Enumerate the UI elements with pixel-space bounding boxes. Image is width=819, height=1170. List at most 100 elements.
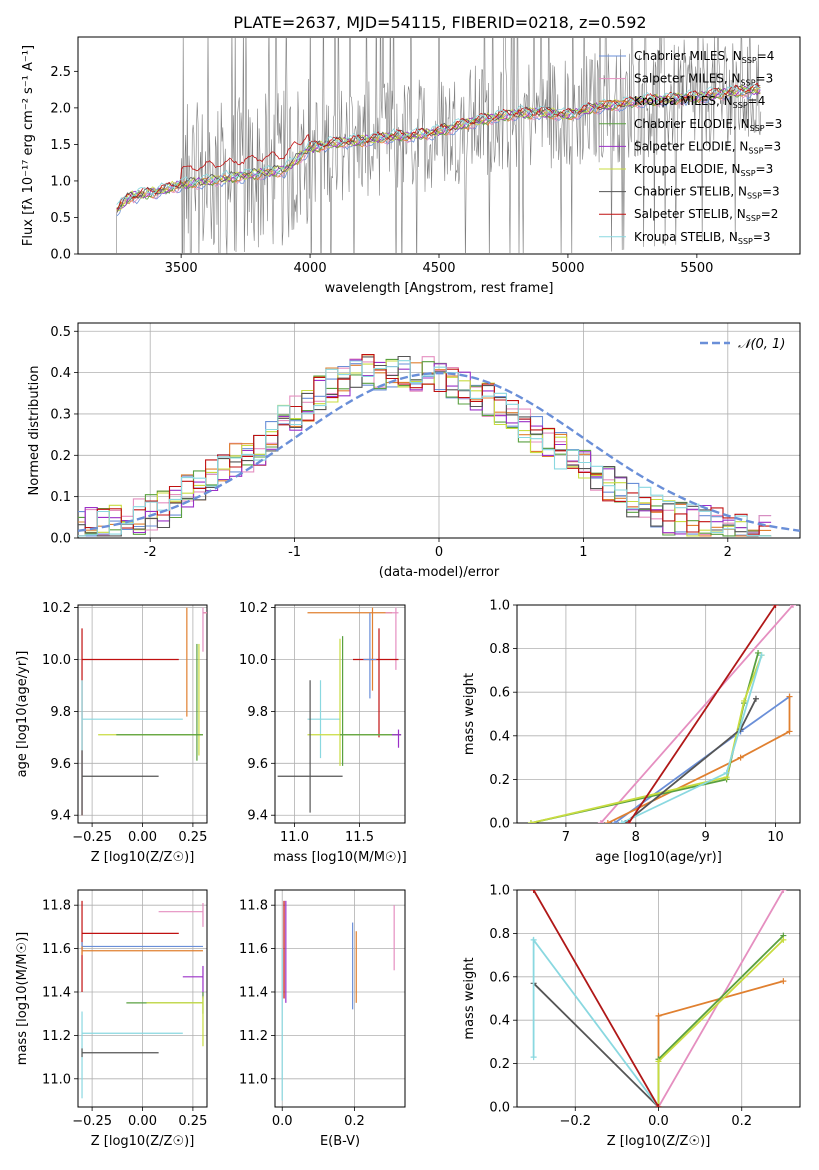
- y-tick-label: 0.0: [489, 1101, 510, 1116]
- x-tick-label: −0.2: [559, 1114, 591, 1129]
- legend-entry: Salpeter ELODIE, NSSP=3: [634, 139, 781, 155]
- cumulative-marker: [530, 936, 537, 943]
- cumulative-marker: [625, 820, 632, 823]
- y-tick-label: 0.4: [50, 366, 71, 381]
- data-point: [81, 946, 203, 956]
- figure-title: PLATE=2637, MJD=54115, FIBERID=0218, z=0…: [233, 13, 646, 32]
- y-tick-label: 0.0: [50, 248, 71, 263]
- x-axis-label: wavelength [Angstrom, rest frame]: [325, 281, 554, 296]
- x-tick-label: −0.25: [72, 1114, 112, 1129]
- data-point: [158, 903, 204, 927]
- x-tick-label: -1: [288, 545, 301, 560]
- y-tick-label: 1.0: [489, 599, 510, 614]
- y-tick-label: 0.2: [489, 773, 510, 788]
- spectrum-model-line: [116, 84, 761, 212]
- y-tick-label: 11.0: [239, 1072, 268, 1087]
- y-axis-label: Flux [fλ 10⁻¹⁷ erg cm⁻² s⁻¹ A⁻¹]: [21, 45, 36, 246]
- axes-frame: [274, 889, 406, 1108]
- y-tick-label: 0.2: [50, 449, 71, 464]
- axes-spectrum: 3500 4000 4500 5000 5500 0.0 0.5 1.0 1.5 2.0 2.5 wa…: [21, 36, 801, 296]
- y-tick-label: 11.8: [239, 899, 268, 914]
- axes-frame: [77, 36, 801, 255]
- y-tick-label: 10.0: [239, 653, 268, 668]
- cumulative-marker: [530, 890, 537, 893]
- data-point: [307, 607, 392, 691]
- spectrum-model-line: [116, 82, 761, 210]
- x-axis-label: (data-model)/error: [379, 565, 500, 580]
- spectrum-data-line: [116, 37, 762, 254]
- y-tick-label: 9.6: [247, 757, 268, 772]
- cumulative-marker: [530, 1054, 537, 1061]
- cumulative-marker: [752, 695, 759, 702]
- x-tick-label: 10: [767, 830, 784, 845]
- x-tick-label: 5500: [680, 261, 713, 276]
- x-tick-label: -2: [144, 545, 157, 560]
- legend-entry: Kroupa ELODIE, NSSP=3: [634, 162, 773, 178]
- x-axis-label: age [log10(age/yr)]: [595, 850, 722, 865]
- x-tick-label: 4500: [422, 261, 455, 276]
- data-point: [340, 636, 402, 766]
- data-point: [307, 680, 340, 759]
- cumulative-marker: [780, 890, 787, 893]
- x-tick-label: 5000: [551, 261, 584, 276]
- legend-entry: Chabrier ELODIE, NSSP=3: [634, 117, 782, 133]
- legend-entry: Chabrier STELIB, NSSP=3: [634, 185, 780, 201]
- y-tick-label: 2.5: [50, 65, 71, 80]
- cumulative-marker: [758, 652, 765, 659]
- y-tick-label: 11.4: [239, 985, 268, 1000]
- cumulative-line: [628, 605, 777, 823]
- y-tick-label: 11.8: [42, 899, 71, 914]
- data-point: [363, 612, 377, 699]
- legend-entry: Kroupa STELIB, NSSP=3: [634, 230, 771, 246]
- y-tick-label: 9.6: [50, 757, 71, 772]
- x-tick-label: 2: [724, 545, 732, 560]
- y-tick-label: 11.2: [239, 1029, 268, 1044]
- spectrum-model-line: [116, 83, 761, 205]
- histogram-series: [78, 353, 772, 535]
- y-tick-label: 0.0: [489, 817, 510, 832]
- y-tick-label: 10.2: [42, 601, 71, 616]
- x-tick-label: 0.0: [648, 1114, 669, 1129]
- y-tick-label: 0.2: [489, 1057, 510, 1072]
- y-tick-label: 9.4: [247, 809, 268, 824]
- y-tick-label: 0.8: [489, 927, 510, 942]
- x-tick-label: 0.25: [178, 830, 207, 845]
- x-tick-label: 3500: [165, 261, 198, 276]
- cumulative-marker: [611, 820, 618, 823]
- y-tick-label: 1.5: [50, 138, 71, 153]
- histogram-series: [78, 360, 772, 537]
- spectrum-model-line: [116, 86, 761, 211]
- data-point: [392, 729, 402, 748]
- x-axis-label: Z [log10(Z/Z☉)]: [607, 1134, 711, 1149]
- cumulative-marker: [655, 1012, 662, 1019]
- legend-entry: Kroupa MILES, NSSP=4: [634, 94, 765, 110]
- y-tick-label: 11.2: [42, 1029, 71, 1044]
- y-tick-label: 0.6: [489, 686, 510, 701]
- x-tick-label: 0: [435, 545, 443, 560]
- x-tick-label: 11.0: [280, 830, 309, 845]
- y-axis-label: Normed distribution: [27, 366, 42, 496]
- y-axis-label: mass weight: [462, 673, 477, 755]
- cumulative-marker: [755, 649, 762, 656]
- axes-massweight_vs_age: 7 8 9 10 0.0 0.2 0.4 0.6 0.8 1.0 age [log10(age/yr…: [462, 599, 801, 865]
- cumulative-marker: [772, 605, 779, 608]
- y-tick-label: 10.2: [239, 601, 268, 616]
- cumulative-line: [530, 654, 763, 823]
- x-axis-label: Z [log10(Z/Z☉)]: [91, 850, 195, 865]
- axes-mass_vs_ebv: 0.0 0.2 11.0 11.2 11.4 11.6 11.8 E(B-V): [239, 889, 406, 1149]
- y-tick-label: 1.0: [50, 174, 71, 189]
- legend-entry: Salpeter STELIB, NSSP=2: [634, 207, 778, 223]
- y-tick-label: 9.8: [247, 705, 268, 720]
- axes-frame: [274, 604, 406, 824]
- y-tick-label: 0.6: [489, 970, 510, 985]
- y-tick-label: 0.3: [50, 407, 71, 422]
- gaussian-curve: [78, 371, 800, 532]
- y-tick-label: 0.4: [489, 729, 510, 744]
- x-tick-label: 0.2: [344, 1114, 365, 1129]
- cumulative-marker: [780, 978, 787, 985]
- axes-massweight_vs_Z: −0.2 0.0 0.2 0.0 0.2 0.4 0.6 0.8 1.0 Z [log10(Z/Z…: [462, 884, 801, 1149]
- data-point: [116, 643, 203, 761]
- y-tick-label: 0.5: [50, 211, 71, 226]
